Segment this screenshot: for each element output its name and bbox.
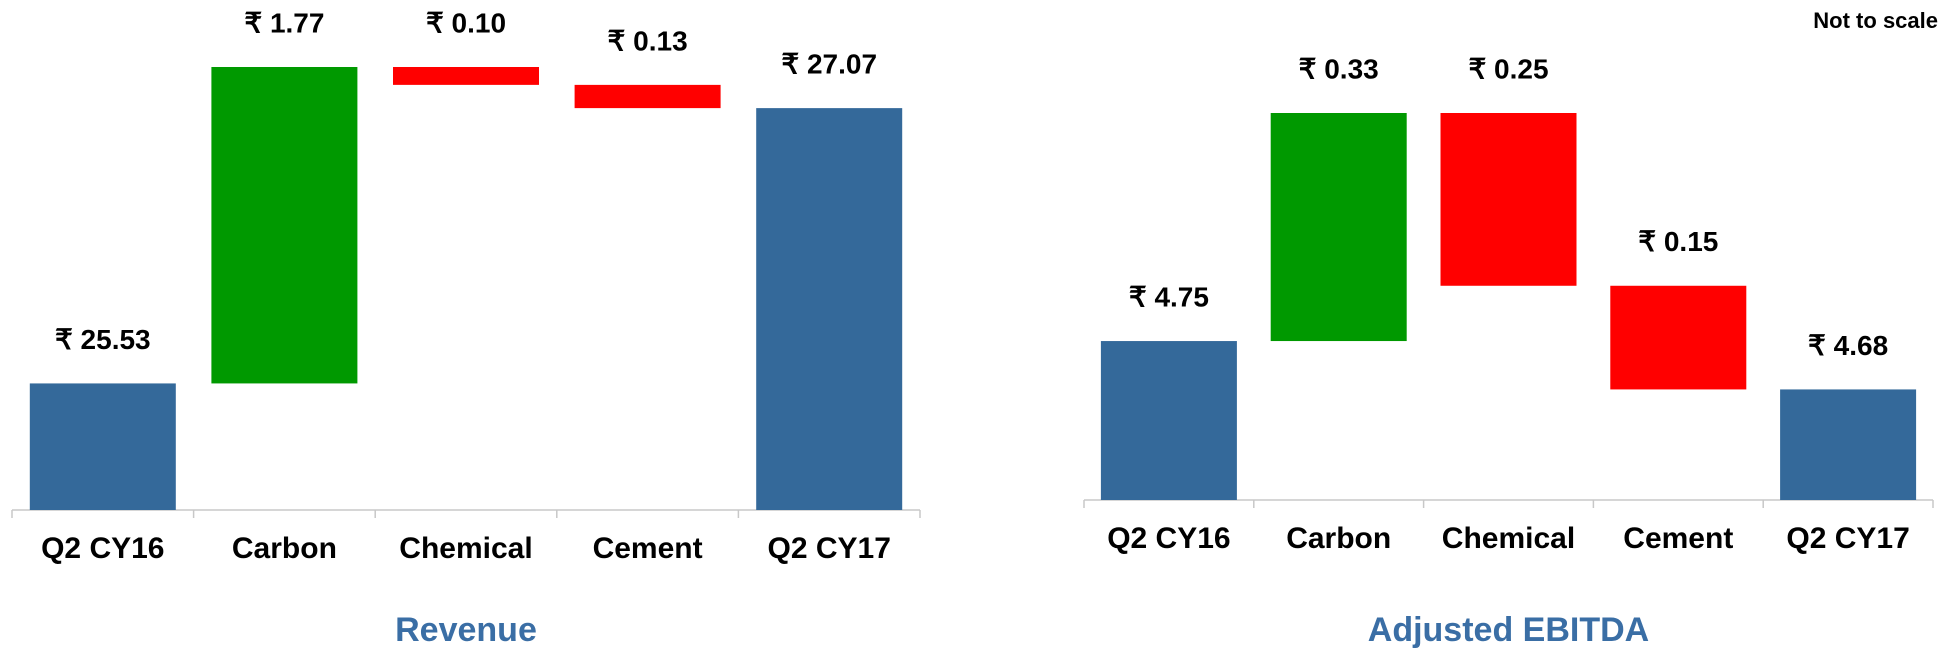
x-tick-label: Chemical [399,532,532,565]
x-tick-label: Q2 CY17 [767,532,890,565]
value-label: ₹ 0.33 [1299,53,1379,84]
bar [1440,113,1577,286]
annotation: Not to scale [1813,8,1938,33]
x-tick-label: Cement [593,532,703,565]
value-label: ₹ 0.15 [1638,226,1718,257]
x-tick-label: Q2 CY16 [41,532,164,565]
x-tick-label: Carbon [1286,522,1391,555]
value-label: ₹ 25.53 [55,324,151,355]
x-tick-label: Q2 CY17 [1786,522,1909,555]
bar [574,84,721,109]
bar [29,383,176,510]
value-label: ₹ 0.13 [608,25,688,56]
value-label: ₹ 1.77 [244,7,324,38]
x-tick-label: Carbon [232,532,337,565]
bar [1100,341,1237,500]
bar [1270,113,1407,342]
x-tick-label: Q2 CY16 [1107,522,1230,555]
chart-title: Revenue [395,611,537,649]
x-tick-label: Cement [1623,522,1733,555]
value-label: ₹ 4.75 [1129,281,1209,312]
x-tick-label: Chemical [1442,522,1575,555]
bar [756,108,903,511]
bar [1780,389,1917,500]
value-label: ₹ 27.07 [781,49,877,80]
value-label: ₹ 0.10 [426,7,506,38]
bar [211,67,358,384]
bar [1610,285,1747,390]
bar [393,67,539,85]
value-label: ₹ 4.68 [1808,330,1888,361]
value-label: ₹ 0.25 [1468,53,1548,84]
chart-title: Adjusted EBITDA [1368,611,1649,649]
